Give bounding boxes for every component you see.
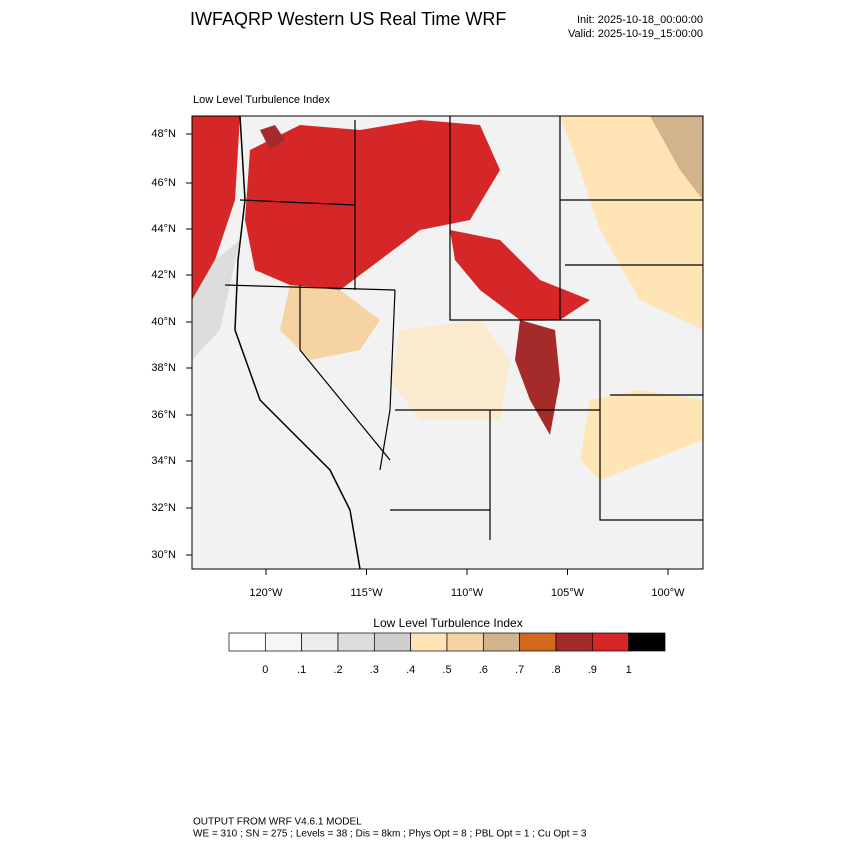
lon-label: 105°W [551, 587, 585, 599]
lat-label: 46°N [151, 177, 176, 189]
colorbar-box [519, 632, 557, 652]
colorbar-box [555, 632, 593, 652]
front-range [515, 320, 560, 435]
map-frame [191, 115, 704, 570]
colorbar-label: .4 [406, 664, 415, 676]
south-plains [580, 390, 703, 480]
lat-label: 30°N [151, 549, 176, 561]
colorbar-box [628, 632, 666, 652]
colorbar-label: .2 [333, 664, 342, 676]
colorbar-label: .8 [551, 664, 560, 676]
init-time: Init: 2025-10-18_00:00:00 [577, 14, 703, 26]
map [191, 115, 704, 570]
puget [260, 125, 285, 150]
lat-label: 48°N [151, 128, 176, 140]
lat-label: 36°N [151, 409, 176, 421]
northwest-high [245, 120, 500, 290]
colorbar-label: .9 [588, 664, 597, 676]
field-title: Low Level Turbulence Index [193, 94, 330, 106]
colorbar-label: .6 [479, 664, 488, 676]
coastline [234, 116, 361, 569]
footer-line: OUTPUT FROM WRF V4.6.1 MODEL [193, 817, 362, 828]
lat-label: 34°N [151, 455, 176, 467]
lat-label: 42°N [151, 269, 176, 281]
lat-label: 32°N [151, 502, 176, 514]
plains-tan [650, 116, 703, 200]
wyoming-high [450, 230, 590, 320]
lon-label: 120°W [249, 587, 283, 599]
colorbar-box [264, 632, 303, 652]
colorado-plateau [390, 320, 510, 420]
lat-label: 44°N [151, 223, 176, 235]
title: IWFAQRP Western US Real Time WRF [190, 9, 506, 29]
colorbar-label: .1 [297, 664, 306, 676]
plains-light [560, 116, 703, 330]
colorbar-label: 0 [262, 664, 268, 676]
lat-label: 38°N [151, 362, 176, 374]
valid-time: Valid: 2025-10-19_15:00:00 [568, 28, 703, 40]
state-borders [224, 116, 703, 540]
lon-label: 110°W [451, 587, 484, 599]
colorbar-box [446, 632, 484, 652]
colorbar-box [301, 632, 339, 652]
colorbar-label: .7 [515, 664, 524, 676]
colorbar-label: .3 [370, 664, 379, 676]
colorbar-box [337, 632, 375, 652]
ocean-high [192, 116, 240, 300]
ocean-mid [192, 240, 240, 360]
colorbar-box [228, 632, 266, 652]
colorbar-label: 1 [626, 664, 632, 676]
colorbar-box [591, 632, 630, 652]
colorbar-label: .5 [442, 664, 451, 676]
colorbar-box [482, 632, 521, 652]
great-basin [280, 285, 380, 360]
colorbar-title: Low Level Turbulence Index [373, 616, 522, 630]
lon-label: 115°W [350, 587, 383, 599]
colorbar-box [373, 632, 412, 652]
lat-label: 40°N [151, 316, 176, 328]
colorbar-box [410, 632, 448, 652]
lon-label: 100°W [651, 587, 685, 599]
footer-line: WE = 310 ; SN = 275 ; Levels = 38 ; Dis … [193, 829, 587, 840]
